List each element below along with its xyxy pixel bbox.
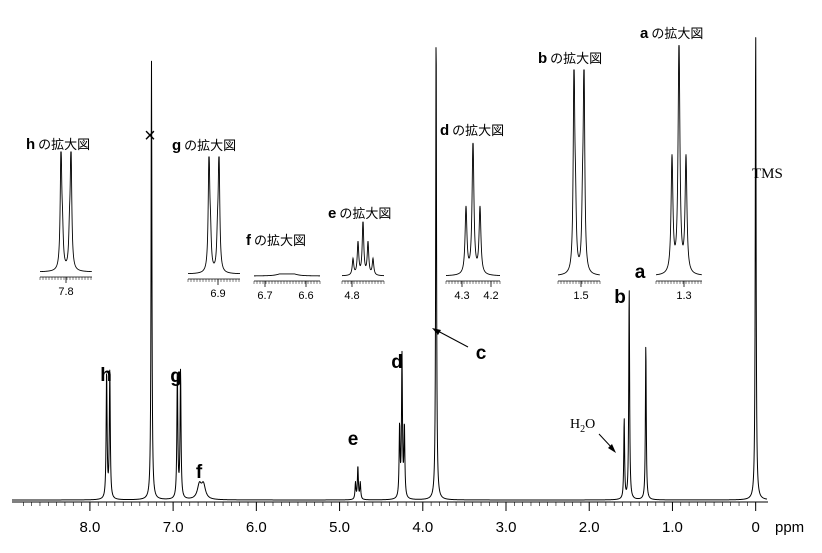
inset-title-letter: f — [246, 232, 252, 249]
inset-title-letter: h — [26, 136, 35, 153]
inset-title-letter: e — [328, 205, 336, 222]
arrow-c-shaft — [435, 329, 469, 348]
spectrum-trace — [11, 37, 768, 501]
inset-trace — [341, 221, 385, 277]
inset-d: 4.3 4.2 d の拡大図 — [440, 122, 504, 302]
x-axis: 8.0 7.0 6.0 5.0 4.0 3.0 2.0 1.0 0 ppm — [12, 501, 804, 536]
water-subscript: 2 — [580, 424, 585, 435]
inset-tick-label: 6.7 — [257, 290, 272, 302]
x-tick-label: 3.0 — [496, 519, 517, 536]
peak-labels: h g f e d c b a TMS × H2O — [100, 125, 783, 483]
inset-title-letter: g — [172, 137, 181, 154]
peak-label-c: c — [476, 343, 487, 364]
inset-title-text: の拡大図 — [651, 27, 703, 42]
inset-title-letter: d — [440, 122, 449, 139]
x-axis-tick-labels: 8.0 7.0 6.0 5.0 4.0 3.0 2.0 1.0 0 — [79, 519, 759, 536]
inset-title: h の拡大図 — [26, 136, 90, 153]
inset-trace — [655, 44, 702, 276]
peak-label-d: d — [391, 352, 403, 373]
arrow-water-head — [608, 444, 616, 453]
peak-label-a: a — [635, 262, 646, 283]
inset-title-text: の拡大図 — [452, 124, 504, 139]
inset-trace — [254, 273, 320, 277]
inset-tick-label: 7.8 — [58, 286, 73, 298]
inset-trace — [445, 142, 501, 276]
inset-tick-label: 1.3 — [676, 290, 691, 302]
peak-label-water: H2O — [570, 417, 595, 435]
x-axis-minor-ticks — [23, 502, 756, 506]
x-tick-label: 1.0 — [662, 519, 683, 536]
inset-trace — [40, 151, 92, 273]
inset-e: 4.8 e の拡大図 — [328, 205, 391, 302]
peak-label-b: b — [614, 287, 626, 308]
inset-title: d の拡大図 — [440, 122, 504, 139]
x-axis-major-ticks — [89, 502, 757, 511]
x-tick-label: 5.0 — [329, 519, 350, 536]
inset-title-text: の拡大図 — [38, 138, 90, 153]
x-axis-unit-label: ppm — [775, 519, 804, 536]
inset-title: e の拡大図 — [328, 205, 391, 222]
inset-title-text: の拡大図 — [550, 52, 602, 67]
x-tick-label: 8.0 — [79, 519, 100, 536]
inset-title: g の拡大図 — [172, 137, 236, 154]
peak-label-tms: TMS — [752, 166, 783, 182]
inset-f: 6.7 6.6 f の拡大図 — [246, 232, 321, 302]
inset-tick-label: 6.6 — [298, 290, 313, 302]
water-h: H — [570, 417, 580, 432]
inset-trace — [188, 156, 240, 275]
inset-title-letter: a — [640, 25, 649, 42]
inset-title: b の拡大図 — [538, 50, 602, 67]
inset-title-letter: b — [538, 50, 547, 67]
peak-label-f: f — [196, 462, 203, 483]
inset-trace — [557, 69, 600, 276]
inset-title: a の拡大図 — [640, 25, 703, 42]
peak-label-h: h — [100, 365, 112, 386]
inset-a: 1.3 a の拡大図 — [640, 25, 703, 302]
inset-tick-label: 1.5 — [573, 290, 588, 302]
inset-title-text: の拡大図 — [184, 139, 236, 154]
inset-title-text: の拡大図 — [339, 207, 391, 222]
arrow-c-head — [432, 328, 441, 335]
inset-title: f の拡大図 — [246, 232, 306, 249]
inset-b: 1.5 b の拡大図 — [538, 50, 602, 302]
inset-tick-label: 6.9 — [210, 288, 225, 300]
inset-tick-label: 4.2 — [483, 290, 498, 302]
inset-g: 6.9 g の拡大図 — [172, 137, 240, 300]
water-o: O — [585, 417, 595, 432]
x-tick-label: 7.0 — [163, 519, 184, 536]
x-tick-label: 0 — [752, 519, 760, 536]
annotation-arrows — [432, 328, 616, 453]
peak-label-g: g — [170, 366, 182, 387]
impurity-mark: × — [144, 125, 156, 147]
x-tick-label: 2.0 — [579, 519, 600, 536]
inset-tick-label: 4.8 — [344, 290, 359, 302]
peak-label-e: e — [348, 429, 359, 450]
x-tick-label: 6.0 — [246, 519, 267, 536]
inset-tick-label: 4.3 — [454, 290, 469, 302]
x-tick-label: 4.0 — [412, 519, 433, 536]
inset-h: 7.8 h の拡大図 — [26, 136, 92, 298]
inset-title-text: の拡大図 — [254, 234, 306, 249]
